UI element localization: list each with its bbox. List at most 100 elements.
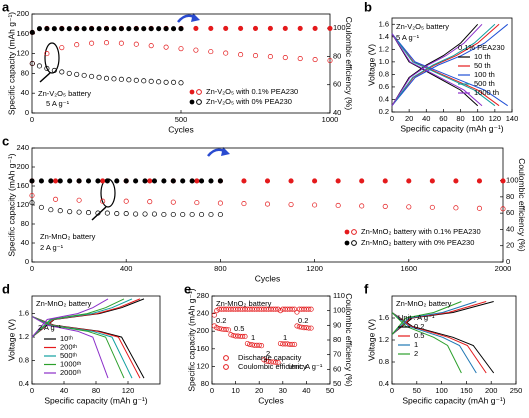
data-point	[223, 50, 229, 56]
legend-icon	[344, 229, 350, 235]
y2-tick-label: 50	[333, 379, 341, 388]
y-tick-label: 0.4	[19, 379, 29, 388]
data-point	[178, 26, 184, 32]
legend-title: 0.1% PEA230	[458, 43, 505, 52]
legend-label: 10ᵗʰ	[60, 334, 73, 343]
data-point	[156, 79, 162, 85]
data-point	[327, 25, 333, 31]
plot-frame	[391, 17, 513, 113]
data-point	[96, 26, 102, 32]
panel-label: a	[2, 0, 10, 14]
data-point	[104, 178, 110, 184]
data-point	[52, 178, 59, 184]
data-point	[193, 25, 199, 31]
data-point	[59, 26, 65, 32]
y-tick-label: 1.6	[19, 309, 29, 318]
legend-label: Coulombic efficiency	[238, 362, 307, 371]
x-tick-label: 1600	[400, 264, 417, 273]
x-tick-label: 20	[255, 386, 263, 395]
x-axis-label: Cycles	[258, 395, 284, 405]
y-tick-label: 1.4	[379, 32, 389, 41]
data-point	[133, 26, 139, 32]
data-point	[252, 25, 259, 31]
data-point	[406, 204, 412, 210]
legend-icon	[189, 99, 195, 105]
data-point	[359, 203, 365, 209]
y-tick-label: 80	[201, 379, 209, 388]
data-point	[123, 198, 129, 204]
data-point	[114, 211, 120, 217]
data-point	[335, 202, 341, 209]
data-point	[48, 178, 54, 184]
data-point	[123, 178, 129, 184]
data-point	[282, 341, 288, 347]
data-point	[476, 205, 483, 211]
plot-frame	[31, 295, 161, 385]
y-tick-label: 0.4	[379, 94, 389, 103]
data-point	[103, 26, 110, 32]
data-point	[284, 341, 291, 347]
data-point	[241, 178, 247, 184]
legend-icon	[223, 364, 229, 370]
legend-label: Discharge capacity	[238, 353, 302, 362]
data-point	[76, 178, 82, 184]
data-point	[36, 26, 43, 32]
y2-tick-label: 100	[506, 176, 519, 185]
data-point	[429, 178, 435, 184]
data-point	[500, 178, 506, 184]
data-point	[267, 25, 273, 31]
x-tick-label: 20	[405, 114, 413, 123]
data-point	[89, 26, 95, 32]
data-point	[118, 76, 124, 82]
x-tick-label: 0	[390, 386, 394, 395]
data-point	[335, 178, 341, 184]
data-point	[294, 309, 300, 315]
data-point	[247, 341, 253, 347]
x-tick-label: 100	[471, 114, 484, 123]
data-point	[81, 26, 87, 32]
data-point	[95, 210, 101, 216]
y-tick-label: 1.2	[19, 332, 29, 341]
y-tick-label: 280	[196, 291, 209, 300]
y2-tick-label: 40	[333, 108, 341, 117]
legend-label: 1000ᵗʰ	[60, 359, 81, 368]
data-point	[85, 178, 92, 184]
data-point	[29, 29, 35, 35]
annotation: 0.5	[234, 324, 244, 333]
data-point	[217, 211, 223, 218]
data-point	[270, 359, 276, 365]
x-tick-label: 50	[413, 386, 421, 395]
y-tick-label: 120	[196, 361, 209, 370]
data-point	[178, 46, 184, 52]
data-point	[126, 77, 132, 83]
data-point	[96, 74, 102, 80]
data-point	[277, 340, 283, 347]
data-point	[114, 178, 120, 184]
legend-label: 50 th	[474, 61, 491, 70]
y-tick-label: 40	[21, 88, 29, 97]
curve	[391, 23, 496, 107]
y-tick-label: 0.4	[379, 379, 389, 388]
data-point	[228, 332, 234, 338]
annotation: 1	[283, 333, 287, 342]
data-point	[217, 200, 223, 206]
y2-tick-label: 60	[506, 208, 514, 217]
data-point	[163, 79, 169, 85]
annotation: Zn-MnO₂ battery	[216, 299, 272, 308]
y-tick-label: 160	[16, 29, 29, 38]
legend-title: Unit : A g⁻¹	[398, 313, 435, 322]
data-point	[89, 73, 95, 79]
x-tick-label: 40	[302, 386, 310, 395]
x-axis-label: Specific capacity (mAh g⁻¹)	[400, 123, 503, 133]
annotation: Unit: A g⁻¹	[288, 362, 323, 371]
annotation: Zn-MnO₂ battery	[36, 299, 92, 308]
legend-icon	[189, 89, 195, 95]
data-point	[221, 326, 227, 332]
data-point	[230, 333, 236, 339]
legend-icon	[344, 240, 350, 246]
data-point	[141, 26, 147, 32]
data-point	[327, 57, 333, 64]
data-point	[66, 70, 72, 76]
x-tick-label: 10	[231, 386, 239, 395]
data-point	[142, 211, 148, 217]
